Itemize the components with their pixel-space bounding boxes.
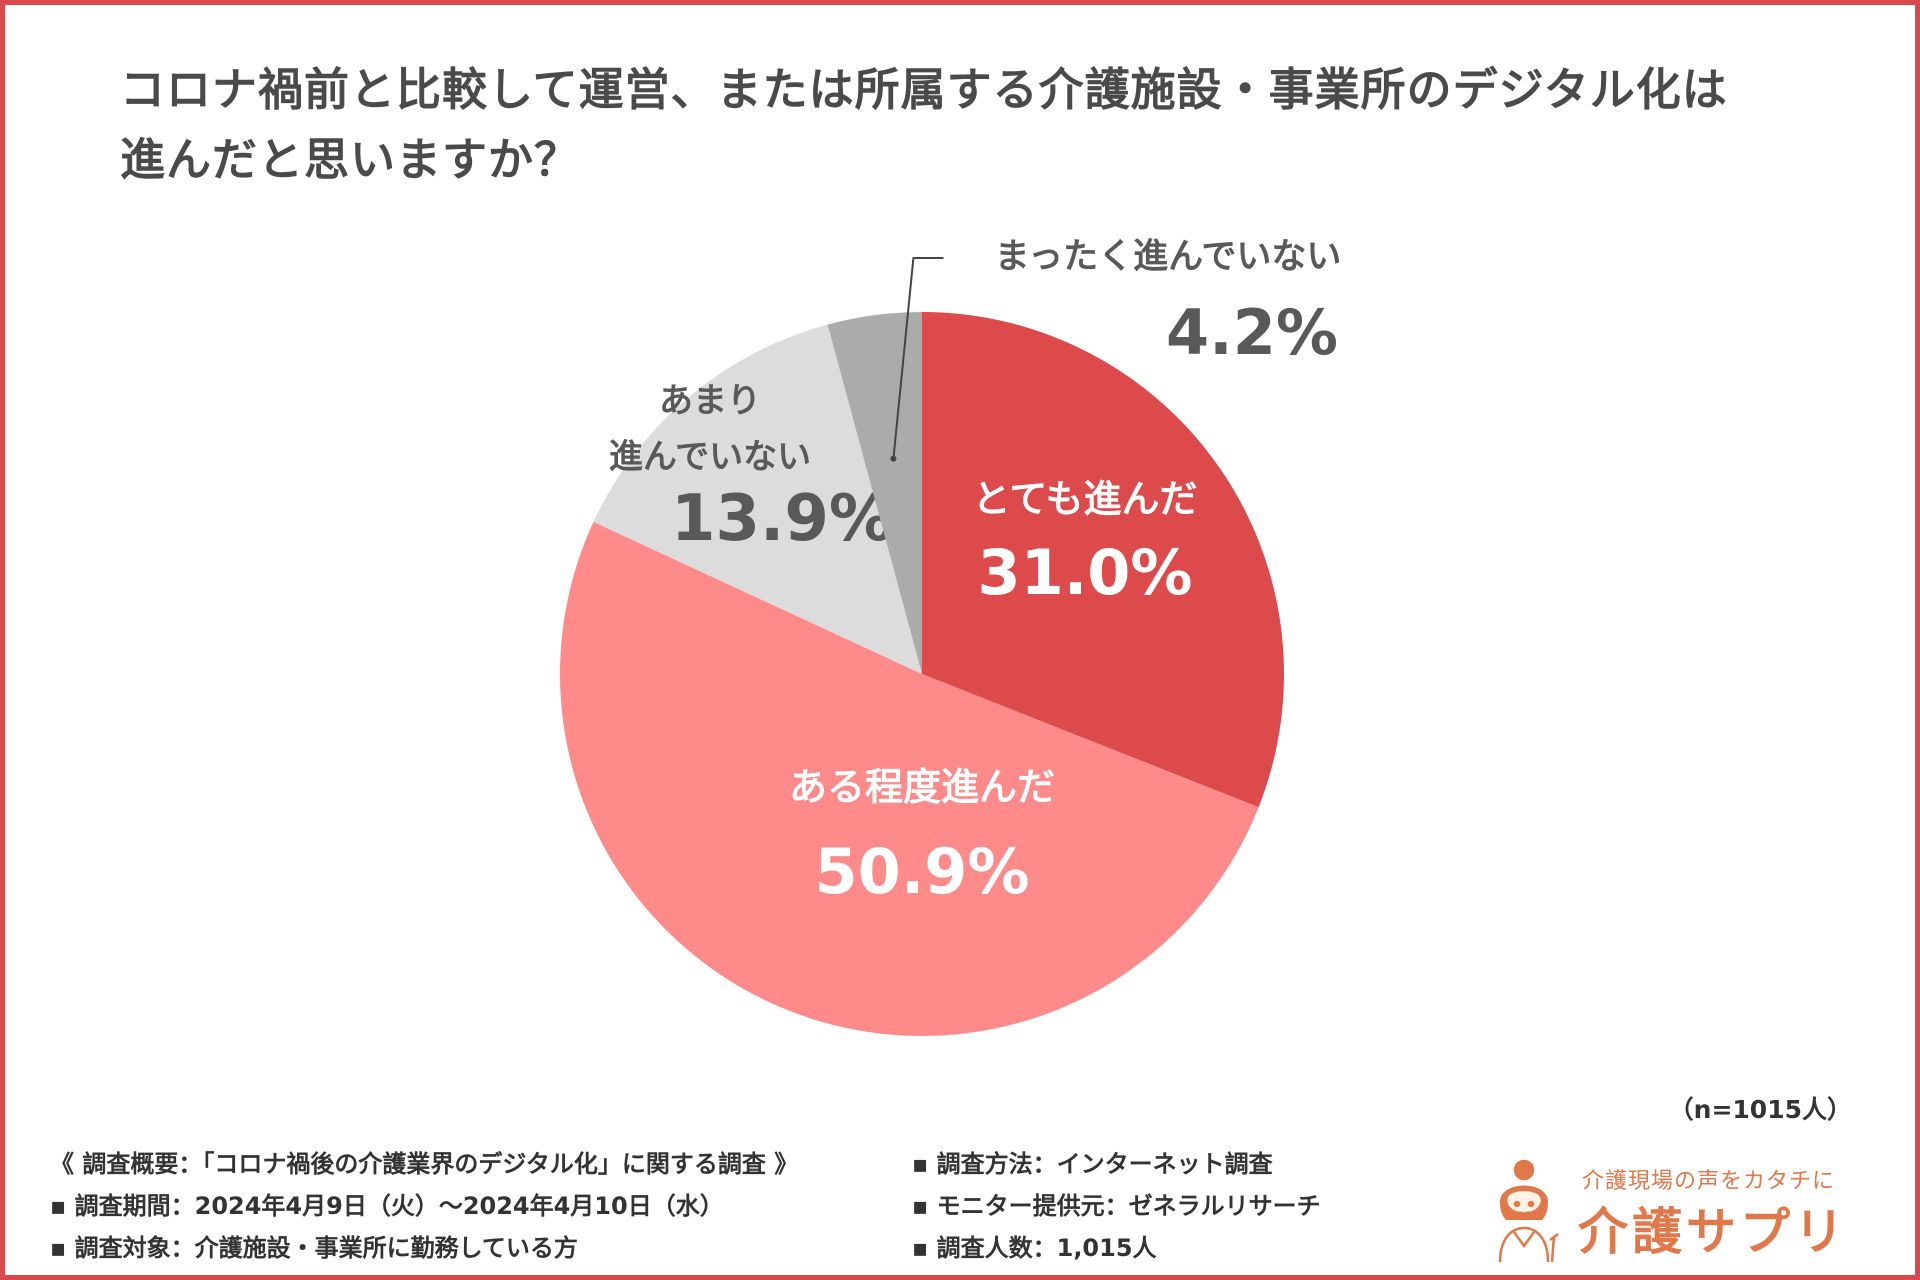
title-line-2: 進んだと思いますか？ xyxy=(120,133,581,186)
brand-logo: 介護現場の声をカタチに 介護サプリ xyxy=(1472,1150,1872,1265)
slice-value-3: 4.2% xyxy=(1166,296,1338,369)
respondent-count: ▪ 調査人数：1,015人 xyxy=(912,1234,1157,1262)
chart-title: コロナ禍前と比較して運営、または所属する介護施設・事業所のデジタル化は 進んだと… xyxy=(120,55,1820,195)
pie-slice-2 xyxy=(593,324,922,674)
slice-value-0: 31.0% xyxy=(977,536,1192,609)
leader-dot xyxy=(890,455,897,462)
survey-overview: 《 調査概要：「コロナ禍後の介護業界のデジタル化」に関する調査 》 xyxy=(50,1150,799,1178)
slice-label-2: あまり進んでいない xyxy=(609,381,811,477)
survey-notes-right: ▪ 調査方法：インターネット調査 ▪ モニター提供元：ゼネラルリサーチ ▪ 調査… xyxy=(912,1143,1321,1269)
sample-size-label: （n=1015人） xyxy=(1668,1095,1852,1124)
slice-value-1: 50.9% xyxy=(814,835,1029,908)
pie-slice-1 xyxy=(560,521,1259,1036)
logo-brand-name: 介護サプリ xyxy=(1578,1203,1848,1261)
slice-label-1: ある程度進んだ xyxy=(789,765,1055,809)
survey-method: ▪ 調査方法：インターネット調査 xyxy=(912,1150,1273,1178)
slice-label-0: とても進んだ xyxy=(973,477,1198,521)
leader-line xyxy=(892,257,944,459)
monitor-provider: ▪ モニター提供元：ゼネラルリサーチ xyxy=(912,1192,1321,1220)
title-line-1: コロナ禍前と比較して運営、または所属する介護施設・事業所のデジタル化は xyxy=(120,63,1728,116)
logo-tagline: 介護現場の声をカタチに xyxy=(1582,1169,1836,1194)
survey-period: ▪ 調査期間：2024年4月9日（火）～2024年4月10日（水） xyxy=(50,1192,724,1220)
slice-value-2: 13.9% xyxy=(671,482,893,556)
survey-notes-left: 《 調査概要：「コロナ禍後の介護業界のデジタル化」に関する調査 》 ▪ 調査期間… xyxy=(50,1143,798,1269)
pie-slice-0 xyxy=(922,312,1285,808)
caregiver-avatar-icon xyxy=(1498,1159,1559,1263)
slice-label-3: まったく進んでいない xyxy=(995,237,1342,277)
survey-target: ▪ 調査対象：介護施設・事業所に勤務している方 xyxy=(50,1234,578,1262)
